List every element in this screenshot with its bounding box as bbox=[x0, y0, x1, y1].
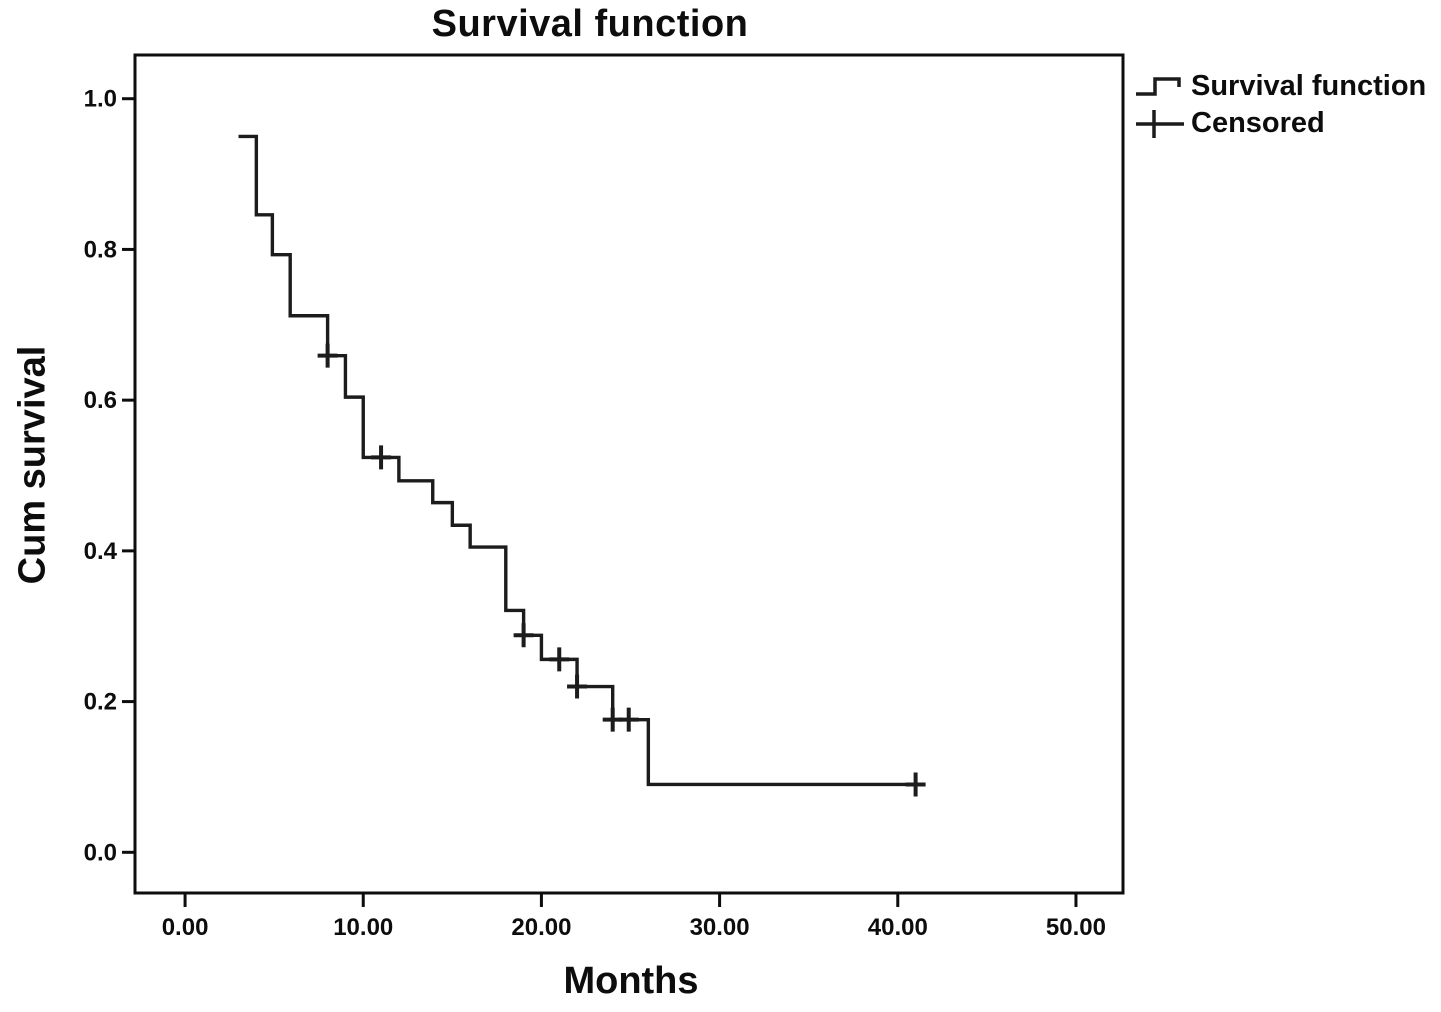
x-axis-title: Months bbox=[563, 960, 699, 1002]
censored-mark bbox=[618, 707, 639, 732]
x-tick-label: 50.00 bbox=[1046, 914, 1106, 941]
y-tick-label: 0.8 bbox=[84, 236, 117, 263]
legend-item-survival-function: Survival function bbox=[1134, 70, 1441, 103]
censored-mark bbox=[513, 623, 534, 648]
legend-label-censored: Censored bbox=[1191, 107, 1325, 139]
censored-mark bbox=[567, 674, 588, 699]
survival-step-curve bbox=[238, 134, 916, 787]
x-tick-label: 40.00 bbox=[868, 914, 928, 941]
y-tick-label: 0.6 bbox=[84, 387, 117, 414]
y-tick-label: 0.0 bbox=[84, 839, 117, 866]
y-tick-label: 0.2 bbox=[84, 689, 117, 716]
legend: Survival function Censored bbox=[1134, 70, 1441, 140]
legend-label-survival-function: Survival function bbox=[1191, 70, 1427, 102]
x-tick-label: 20.00 bbox=[511, 914, 571, 941]
chart-title: Survival function bbox=[431, 3, 749, 45]
censored-mark bbox=[905, 772, 926, 797]
censored-mark bbox=[317, 343, 338, 368]
plot-frame bbox=[133, 53, 1125, 895]
x-tick-label: 30.00 bbox=[690, 914, 750, 941]
legend-item-censored: Censored bbox=[1134, 107, 1441, 140]
plus-icon bbox=[1136, 109, 1184, 138]
censored-mark bbox=[371, 445, 392, 470]
x-tick-label: 10.00 bbox=[333, 914, 393, 941]
x-tick-label: 0.00 bbox=[162, 914, 209, 941]
censored-mark bbox=[549, 647, 570, 672]
y-tick-label: 1.0 bbox=[84, 86, 117, 113]
step-line-icon bbox=[1136, 76, 1181, 96]
y-tick-label: 0.4 bbox=[84, 538, 118, 565]
